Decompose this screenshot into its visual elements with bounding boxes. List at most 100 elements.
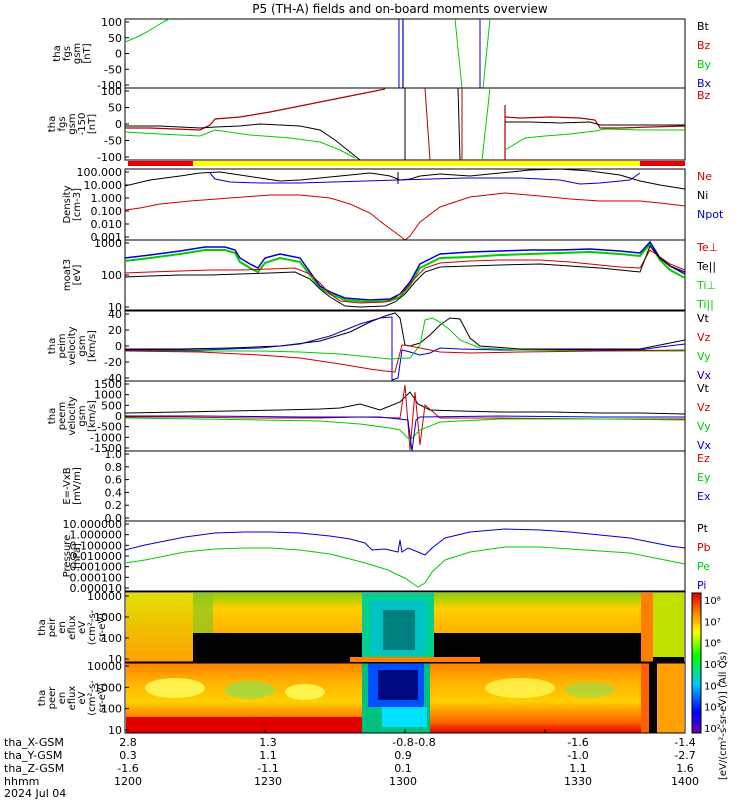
legend-pressure-2: Pe: [697, 560, 710, 573]
x-row-value-3-2: 1300: [389, 775, 417, 788]
legend-pressure-3: Pi: [697, 579, 706, 592]
y-label-peer-spec-2: en: [57, 692, 68, 705]
legend-fgs-zoom-0: Bz: [697, 89, 711, 102]
te-par-trace: [124, 245, 686, 308]
y-label-peer-spec-0: tha: [37, 690, 48, 706]
colorbar-tick-1: 10⁷: [704, 617, 721, 628]
colorbar-tick-0: 10⁸: [704, 596, 721, 607]
y-tick-label-peer-spec-2: 100: [101, 703, 122, 716]
x-row-value-2-0: -1.6: [117, 762, 138, 775]
y-label-density-1: [cm-3]: [72, 188, 83, 221]
y-label-peir-spec-1: peir: [47, 617, 58, 637]
plot-title: P5 (TH-A) fields and on-board moments ov…: [252, 2, 548, 16]
panel-fgs-wide: [124, 18, 686, 89]
ti-perp-trace: [124, 240, 686, 301]
peem-vx-trace: [125, 415, 685, 452]
panel-peer-spectrogram: [124, 657, 686, 734]
y-label-density-0: Density: [62, 185, 73, 223]
y-label-peir-spec-3: eflux: [67, 615, 78, 640]
fgs-zoom-bt-trace: [125, 123, 361, 161]
y-label-peem-velocity-3: gsm: [77, 405, 88, 426]
x-row-value-1-3: -1.0: [567, 749, 588, 762]
x-row-value-2-1: -1.1: [257, 762, 278, 775]
y-tick-label-pressure-5: 0.000100: [70, 571, 123, 584]
y-label-temperature-1: [eV]: [72, 265, 83, 286]
legend-fgs-wide-1: Bz: [697, 39, 711, 52]
y-tick-label-peir-spec-0: 10000: [87, 590, 122, 603]
x-row-name-0: tha_X-GSM: [4, 736, 64, 749]
legend-peem-velocity-1: Vz: [697, 401, 711, 414]
density-ne-trace: [124, 192, 686, 241]
y-tick-label-peem-velocity-1: 1000: [94, 389, 122, 402]
y-label-fgs-zoom-3: -150: [77, 113, 88, 136]
y-label-peem-velocity-4: [km/s]: [87, 400, 98, 432]
x-row-value-0-5: -1.4: [674, 736, 695, 749]
y-tick-label-temperature-1: 100: [101, 269, 122, 282]
peim-vt-trace: [125, 312, 686, 350]
y-label-fgs-zoom-1: fgs: [57, 116, 68, 131]
y-label-peir-spec-5: (cm²-s-: [87, 609, 98, 645]
mode-bar: [128, 161, 685, 166]
y-tick-label-peir-spec-1: 1000: [94, 611, 122, 624]
legend-temperature-3: Ti||: [696, 298, 714, 311]
y-label-peim-velocity-1: peim: [57, 333, 68, 358]
y-axis-ticks: 100500-50-100100500-50-100100.00010.0001…: [63, 16, 129, 737]
y-tick-label-peim-velocity-1: 20: [108, 324, 122, 337]
y-tick-label-peem-velocity-5: -1000: [90, 431, 122, 444]
legend-peem-velocity-3: Vx: [697, 439, 712, 452]
y-tick-label-fgs-wide-2: 0: [115, 48, 122, 61]
x-row-value-0-0: 2.8: [119, 736, 137, 749]
panel-efield: [124, 450, 686, 522]
y-label-peir-spec-4: eV: [77, 621, 88, 634]
panel-peir-spectrogram: [124, 591, 686, 663]
legend-peim-velocity-2: Vy: [697, 350, 711, 363]
legend-density-1: Ni: [697, 189, 708, 202]
y-label-pressure-0: Pressure: [62, 535, 73, 578]
y-tick-label-peim-velocity-3: -20: [104, 356, 122, 369]
y-label-peim-velocity-2: velocity: [67, 326, 78, 365]
y-tick-label-fgs-zoom-4: -100: [97, 151, 122, 164]
colorbar: [eV/(cm²-s-sr-eV)] (All Qs): [691, 592, 729, 780]
colorbar-ticks: 10⁸ 10⁷ 10⁶ 10⁵ 10⁴ 10³ 10²: [704, 596, 721, 735]
y-tick-label-peer-spec-0: 10000: [87, 660, 122, 673]
x-row-value-0-3: -0.8: [414, 736, 435, 749]
x-row-value-0-1: 1.3: [259, 736, 277, 749]
x-row-value-3-4: 1400: [671, 775, 699, 788]
legend-density-2: Npot: [697, 208, 724, 221]
fgs-by-trace: [124, 18, 171, 43]
legend-efield-2: Ex: [697, 490, 711, 503]
y-tick-label-peem-velocity-0: 1500: [94, 378, 122, 391]
legend-fgs-wide-3: Bx: [697, 77, 712, 90]
panel-pressure: [124, 520, 686, 592]
y-tick-label-fgs-zoom-3: -50: [104, 135, 122, 148]
legend-fgs-wide-0: Bt: [697, 20, 710, 33]
y-tick-label-density-1: 10.000: [84, 179, 123, 192]
peim-vx-trace: [125, 316, 686, 381]
y-label-peim-velocity-4: [km/s]: [87, 330, 98, 362]
x-row-name-2: tha_Z-GSM: [4, 762, 64, 775]
x-row-value-3-0: 1200: [114, 775, 142, 788]
y-tick-label-pressure-6: 0.000010: [70, 582, 123, 595]
y-axis-labels: tha fgs gsm [nT]tha fgs gsm -150 [nT]Density [cm…: [37, 43, 108, 716]
peem-vy-trace: [124, 417, 686, 441]
y-tick-label-peir-spec-2: 100: [101, 632, 122, 645]
y-label-peem-velocity-0: tha: [47, 408, 58, 424]
y-tick-label-pressure-2: 0.100000: [70, 539, 123, 552]
colorbar-tick-6: 10²: [704, 724, 721, 735]
y-tick-label-temperature-0: 1000: [94, 237, 122, 250]
y-tick-label-density-5: 0.001: [91, 231, 123, 244]
ti-par-trace: [124, 242, 686, 304]
panel-temperature: [124, 239, 686, 311]
colorbar-tick-3: 10⁵: [704, 660, 721, 671]
legend-fgs-wide-2: By: [697, 58, 712, 71]
y-tick-label-peir-spec-3: 10: [108, 653, 122, 666]
x-row-value-3-1: 1230: [254, 775, 282, 788]
y-tick-label-pressure-4: 0.001000: [70, 561, 123, 574]
y-tick-label-fgs-wide-0: 100: [101, 16, 122, 29]
y-tick-label-efield-4: 0.2: [105, 499, 123, 512]
panel-peim-velocity: [124, 310, 686, 382]
legend-efield-0: Ez: [697, 452, 710, 465]
x-row-value-2-2: 0.1: [394, 762, 412, 775]
x-row-value-1-0: 0.3: [119, 749, 137, 762]
y-label-efield-1: [mV/m]: [72, 467, 83, 505]
